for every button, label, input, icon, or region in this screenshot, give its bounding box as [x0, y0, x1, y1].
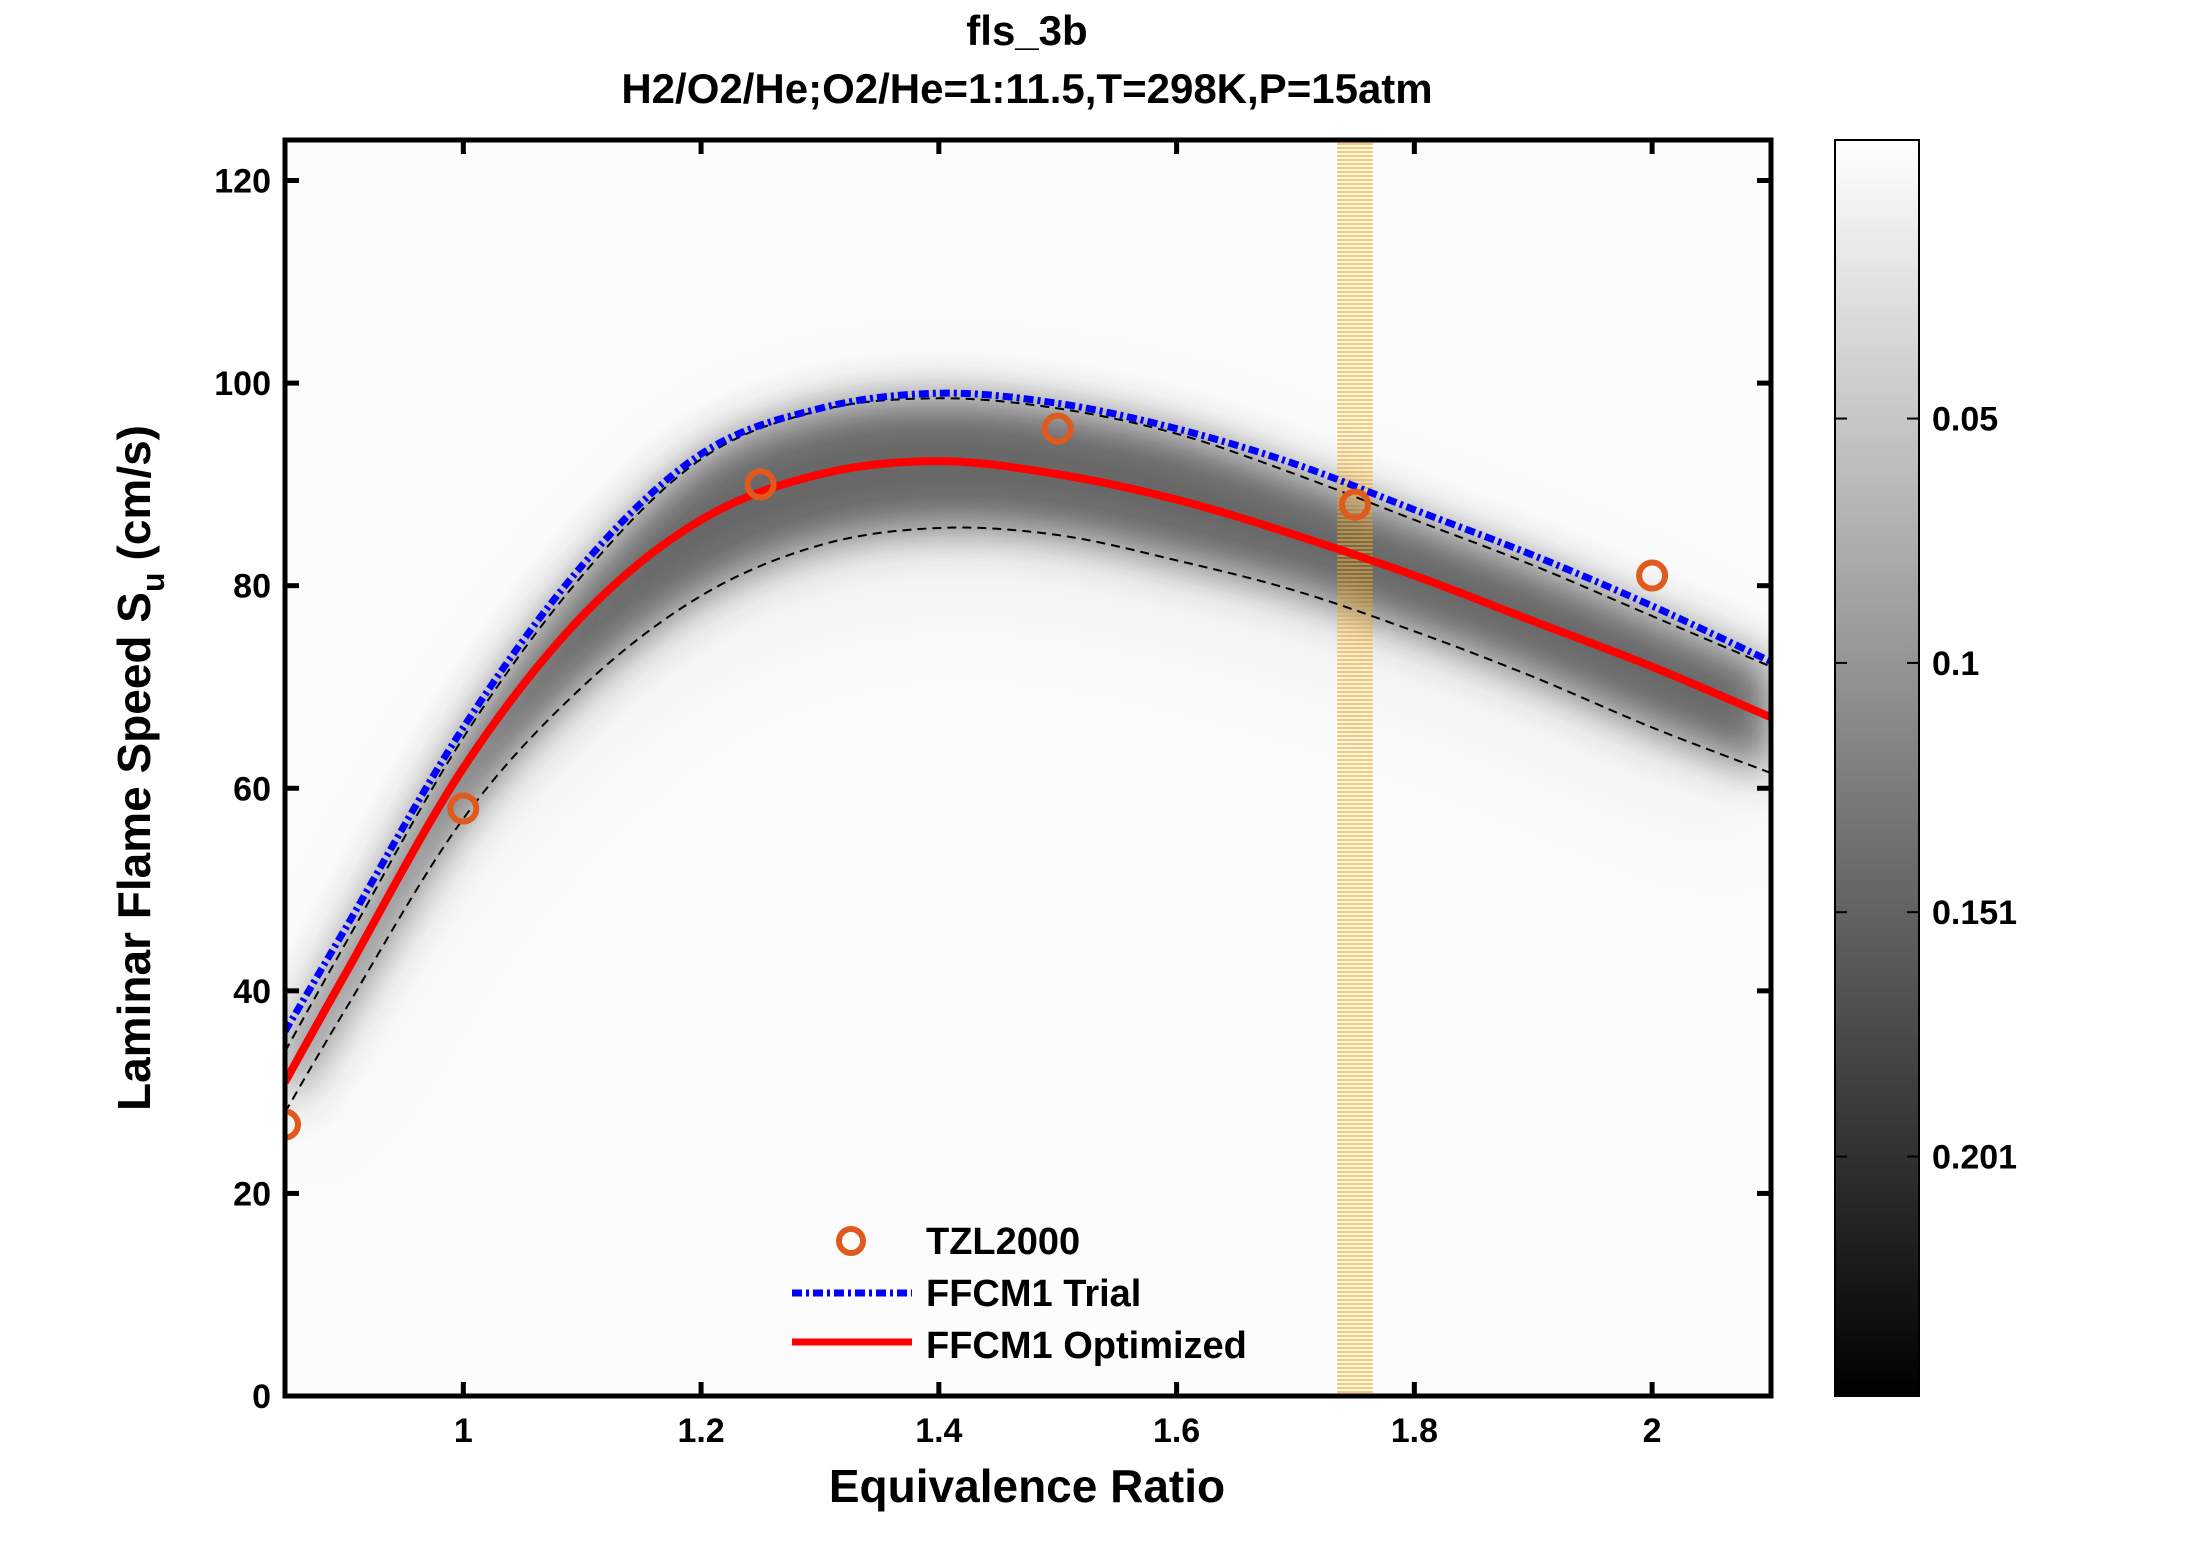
y-axis-label-unit: (cm/s) — [108, 425, 160, 560]
y-axis-label-main: Laminar Flame Speed S — [108, 592, 160, 1111]
y-tick-label: 120 — [214, 163, 271, 201]
y-tick-label: 80 — [233, 568, 271, 606]
legend-label-trial: FFCM1 Trial — [926, 1273, 1141, 1315]
y-tick-label: 40 — [233, 973, 271, 1011]
colorbar-tick-label: 0.1 — [1932, 645, 1979, 683]
plot-frame — [282, 137, 1774, 1399]
colorbar-tick-label: 0.151 — [1932, 894, 2017, 932]
y-tick-label: 100 — [214, 365, 271, 403]
colorbar: 0.05 0.1 0.151 0.201 — [1834, 139, 2017, 1397]
legend: TZL2000 FFCM1 Trial FFCM1 Optimized — [792, 1221, 1247, 1367]
data-point-tzl2000 — [1636, 559, 1669, 592]
x-axis-label: Equivalence Ratio — [829, 1460, 1225, 1512]
colorbar-tick-label: 0.201 — [1932, 1139, 2017, 1177]
lower-bound-dashed-line — [285, 526, 1771, 1113]
plot-area — [285, 140, 1771, 1393]
chart-title: fls_3b — [966, 7, 1087, 54]
series-line-ffcm1-optimized — [285, 457, 1771, 1084]
data-point-tzl2000 — [1041, 412, 1074, 445]
y-axis-label: Laminar Flame Speed Su (cm/s) — [108, 425, 171, 1111]
data-point-tzl2000 — [1338, 488, 1371, 521]
y-axis-label-sub: u — [135, 572, 171, 592]
x-tick-label: 1.8 — [1391, 1412, 1438, 1450]
data-point-tzl2000 — [285, 1108, 301, 1141]
x-tick-label: 1 — [454, 1412, 473, 1450]
series-line-ffcm1-trial — [285, 389, 1771, 1034]
pdf-density-band — [285, 398, 1771, 1113]
chart-subtitle: H2/O2/He;O2/He=1:11.5,T=298K,P=15atm — [621, 65, 1432, 112]
y-tick-label: 60 — [233, 770, 271, 808]
x-tick-label: 2 — [1643, 1412, 1662, 1450]
upper-bound-dashed-line — [285, 397, 1771, 1053]
y-tick-label: 0 — [252, 1378, 271, 1416]
x-tick-label: 1.4 — [915, 1412, 962, 1450]
x-tick-label: 1.6 — [1153, 1412, 1200, 1450]
colorbar-gradient — [1834, 139, 1920, 1397]
legend-label-optimized: FFCM1 Optimized — [926, 1325, 1247, 1367]
data-point-tzl2000 — [447, 792, 480, 825]
legend-label-tzl2000: TZL2000 — [926, 1221, 1080, 1263]
colorbar-tick-label: 0.05 — [1932, 401, 1998, 439]
data-point-tzl2000 — [744, 468, 777, 501]
legend-marker-tzl2000 — [836, 1226, 866, 1256]
x-tick-label: 1.2 — [677, 1412, 724, 1450]
y-tick-label: 20 — [233, 1175, 271, 1213]
